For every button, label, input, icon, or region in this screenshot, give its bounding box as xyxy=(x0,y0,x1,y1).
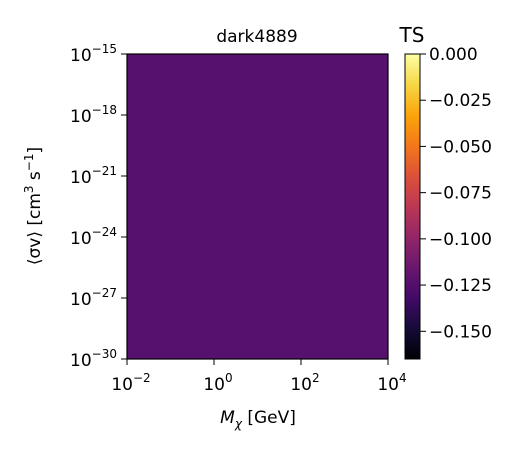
y-tick-label-base: 10 xyxy=(70,168,92,188)
x-axis-label: Mχ [GeV] xyxy=(220,408,296,431)
y-axis-label-mid: s xyxy=(25,171,45,185)
y-tick-label-base: 10 xyxy=(70,46,92,66)
x-tick-label-base: 10 xyxy=(377,375,399,395)
y-tick-label-exponent: −30 xyxy=(92,347,117,361)
y-axis-label-sup2: −1 xyxy=(22,153,36,171)
x-tick-label-exponent: 2 xyxy=(312,371,320,385)
x-tick-label: 104 xyxy=(377,371,406,395)
y-tick-label-base: 10 xyxy=(70,107,92,127)
colorbar-tick-label: −0.075 xyxy=(429,184,492,204)
y-tick-label: 10−30 xyxy=(70,347,117,371)
y-tick-label-base: 10 xyxy=(70,351,92,371)
y-axis-label-main: ⟨σv⟩ [cm xyxy=(25,193,45,265)
x-axis-label-unit: [GeV] xyxy=(242,408,296,428)
y-tick-label-exponent: −18 xyxy=(92,103,117,117)
colorbar-frame xyxy=(404,53,421,360)
x-tick-label-exponent: 0 xyxy=(225,371,233,385)
y-tick-label: 10−18 xyxy=(70,103,117,127)
y-tick-label-base: 10 xyxy=(70,290,92,310)
y-axis-label-end: ] xyxy=(25,147,45,154)
colorbar-gradient xyxy=(405,54,420,359)
colorbar-tick-label: −0.100 xyxy=(429,230,492,250)
y-tick-label-base: 10 xyxy=(70,229,92,249)
y-tick-label-exponent: −24 xyxy=(92,225,117,239)
colorbar-tick-label: −0.025 xyxy=(429,91,492,111)
x-tick-label-base: 10 xyxy=(203,375,225,395)
colorbar-tick-label: 0.000 xyxy=(429,45,478,65)
x-axis-ticks: 10−2 100 102 104 xyxy=(111,359,407,395)
y-axis-label-sup1: 3 xyxy=(22,185,36,193)
x-axis-label-sub: χ xyxy=(234,417,243,431)
colorbar-ticks: 0.000 −0.025 −0.050 −0.075 −0.100 −0.125 −0.15… xyxy=(420,45,492,342)
y-tick-label: 10−21 xyxy=(70,164,117,188)
y-tick-label: 10−24 xyxy=(70,225,117,249)
y-tick-label-exponent: −15 xyxy=(92,42,117,56)
y-tick-label: 10−27 xyxy=(70,286,117,310)
x-tick-label: 100 xyxy=(203,371,232,395)
x-tick-label-exponent: 4 xyxy=(399,371,407,385)
chart-title: dark4889 xyxy=(216,27,297,47)
x-tick-label-exponent: −2 xyxy=(133,371,151,385)
y-tick-label-exponent: −21 xyxy=(92,164,117,178)
x-tick-label: 10−2 xyxy=(111,371,150,395)
x-tick-label: 102 xyxy=(290,371,319,395)
y-tick-label: 10−15 xyxy=(70,42,117,66)
x-axis-label-symbol: M xyxy=(220,408,235,428)
y-tick-label-exponent: −27 xyxy=(92,286,117,300)
x-tick-label-base: 10 xyxy=(290,375,312,395)
x-tick-label-base: 10 xyxy=(111,375,133,395)
y-axis-label: ⟨σv⟩ [cm3 s−1] xyxy=(22,147,45,265)
heatmap-cell xyxy=(127,54,388,359)
colorbar-tick-label: −0.150 xyxy=(429,322,492,342)
plot-frame xyxy=(126,53,389,360)
colorbar-tick-label: −0.125 xyxy=(429,276,492,296)
colorbar-tick-label: −0.050 xyxy=(429,137,492,157)
colorbar-label: TS xyxy=(399,23,425,47)
